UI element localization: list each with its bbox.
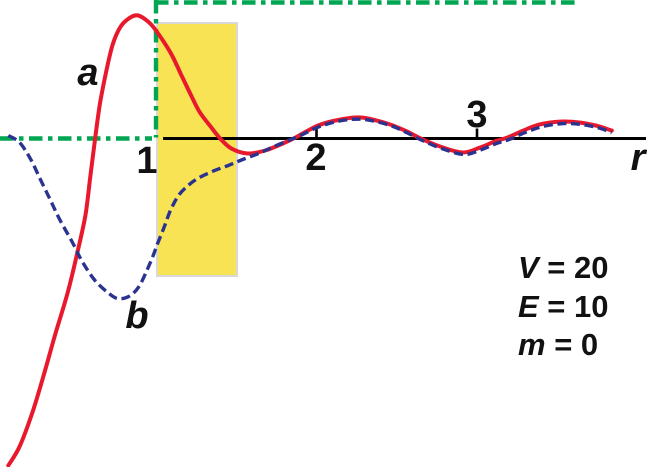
curve-b-dashed (7, 117, 613, 301)
tick-label-3: 3 (466, 94, 487, 136)
axis-variable-label: r (631, 137, 647, 179)
parameter-block: V = 20 E = 10 m = 0 (518, 250, 609, 362)
curve-b-label: b (125, 295, 148, 337)
curve-a-label: a (77, 52, 98, 94)
curve-a-solid (6, 13, 614, 467)
tick-label-2: 2 (305, 137, 326, 179)
param-line-V: V = 20 (518, 250, 609, 285)
tick-label-1: 1 (136, 140, 157, 182)
param-line-E: E = 10 (518, 289, 609, 324)
boundary-region-band (155, 22, 239, 277)
param-line-m: m = 0 (518, 327, 598, 362)
